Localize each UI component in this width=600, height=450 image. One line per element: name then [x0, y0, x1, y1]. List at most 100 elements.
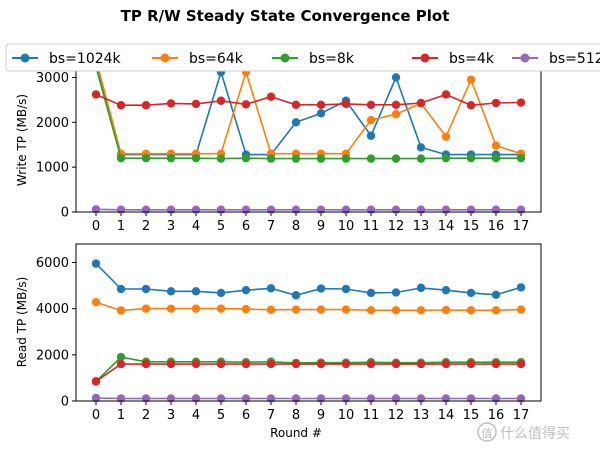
read-tp-panel: Read TP (MB/s) Round # 0 1 2 3 4 5 6 7 8 9 10 11 12 1… [15, 243, 542, 440]
read-y-tick-label: 6000 [36, 256, 69, 271]
read-data-point-bs-64k [391, 306, 401, 315]
write-data-point-bs-8k [241, 153, 251, 163]
read-data-point-bs-1024k [241, 285, 251, 295]
read-data-point-bs-4k [141, 359, 151, 369]
write-data-point-bs-8k [391, 154, 401, 163]
read-series-bs-64k [91, 297, 526, 315]
write-data-point-bs-8k [266, 154, 276, 163]
read-data-point-bs-1024k [166, 287, 176, 296]
read-data-point-bs-64k [491, 306, 501, 315]
write-y-axis-label: Write TP (MB/s) [15, 94, 29, 186]
read-data-point-bs-4k [441, 359, 451, 369]
write-x-tick-label: 12 [388, 219, 405, 234]
write-data-point-bs-8k [116, 153, 126, 163]
read-x-tick-label: 9 [317, 408, 325, 423]
write-x-tick-label: 14 [438, 219, 455, 234]
write-data-point-bs-512 [316, 205, 326, 214]
write-data-point-bs-512 [466, 205, 476, 214]
read-data-point-bs-64k [116, 306, 126, 315]
write-data-point-bs-512 [416, 205, 426, 214]
write-x-tick-label: 9 [317, 219, 325, 234]
read-data-point-bs-1024k [91, 259, 101, 268]
write-data-point-bs-1024k [316, 109, 326, 118]
write-x-tick-label: 3 [167, 219, 175, 234]
read-x-tick-label: 6 [242, 408, 250, 423]
read-series-line-bs-512 [95, 397, 521, 400]
legend-marker-bs-64k [160, 53, 170, 63]
write-data-point-bs-8k [191, 153, 201, 163]
read-data-point-bs-4k [291, 359, 301, 369]
read-data-point-bs-64k [91, 297, 101, 307]
watermark: 值 什么值得买 [477, 422, 570, 442]
write-y-tick-label: 3000 [36, 71, 69, 86]
legend-marker-bs-1024k [20, 53, 30, 63]
read-data-point-bs-1024k [116, 284, 126, 294]
read-data-point-bs-1024k [366, 288, 376, 298]
read-data-point-bs-1024k [516, 283, 526, 292]
read-x-tick-label: 3 [167, 408, 175, 423]
write-data-point-bs-64k [491, 141, 501, 150]
read-x-tick-label: 15 [463, 408, 480, 423]
read-data-point-bs-1024k [191, 287, 201, 296]
legend-label-bs-64k: bs=64k [189, 51, 244, 67]
read-data-point-bs-4k [391, 359, 401, 369]
read-x-tick-label: 12 [388, 408, 405, 423]
read-data-point-bs-64k [341, 305, 351, 314]
write-x-tick-label: 0 [92, 219, 100, 234]
write-x-tick-label: 17 [513, 219, 530, 234]
write-x-tick-label: 10 [338, 219, 355, 234]
write-data-point-bs-1024k [366, 131, 376, 140]
write-data-point-bs-512 [191, 205, 201, 214]
read-plot-frame [75, 243, 542, 402]
read-data-point-bs-4k [266, 359, 276, 369]
read-data-point-bs-64k [216, 304, 226, 313]
write-y-tick-label: 0 [61, 206, 69, 221]
write-x-tick-label: 16 [488, 219, 505, 234]
write-data-point-bs-8k [216, 154, 226, 163]
write-x-tick-label: 1 [117, 219, 125, 234]
write-x-tick-label: 5 [217, 219, 225, 234]
write-data-point-bs-8k [416, 154, 426, 163]
write-data-point-bs-4k [266, 92, 276, 101]
read-x-tick-label: 17 [513, 408, 530, 423]
write-data-point-bs-64k [466, 75, 476, 84]
legend-item-bs-512: bs=512 [512, 51, 600, 67]
read-data-point-bs-64k [416, 306, 426, 315]
read-x-tick-label: 13 [413, 408, 430, 423]
write-data-point-bs-4k [91, 90, 101, 99]
read-x-tick-label: 0 [92, 408, 100, 423]
legend: bs=1024k bs=64k bs=8k bs=4k bs=512 [5, 43, 600, 72]
write-series-group [91, 55, 526, 214]
write-x-tick-label: 7 [267, 219, 275, 234]
write-data-point-bs-512 [341, 205, 351, 214]
legend-marker-bs-4k [420, 53, 430, 63]
write-x-tick-label: 11 [363, 219, 380, 234]
legend-item-bs-64k: bs=64k [152, 51, 244, 67]
watermark-logo-glyph: 值 [482, 427, 493, 440]
read-data-point-bs-64k [291, 305, 301, 314]
read-data-point-bs-1024k [216, 288, 226, 298]
write-data-point-bs-8k [366, 154, 376, 163]
read-data-point-bs-1024k [266, 284, 276, 293]
write-data-point-bs-512 [366, 205, 376, 214]
write-data-point-bs-4k [516, 98, 526, 107]
write-data-point-bs-4k [391, 100, 401, 109]
read-x-axis-label: Round # [270, 426, 322, 440]
read-x-tick-label: 4 [192, 408, 200, 423]
write-data-point-bs-8k [491, 153, 501, 163]
write-data-point-bs-4k [416, 98, 426, 108]
read-data-point-bs-4k [466, 359, 476, 369]
write-data-point-bs-1024k [291, 118, 301, 127]
read-x-tick-label: 16 [488, 408, 505, 423]
write-data-point-bs-4k [341, 99, 351, 109]
write-data-point-bs-8k [166, 153, 176, 163]
read-data-point-bs-64k [141, 304, 151, 313]
read-data-point-bs-64k [516, 305, 526, 314]
read-data-point-bs-512 [91, 393, 101, 403]
write-data-point-bs-512 [141, 205, 151, 214]
read-x-tick-label: 11 [363, 408, 380, 423]
read-data-point-bs-64k [466, 306, 476, 315]
read-data-point-bs-4k [491, 359, 501, 369]
read-x-tick-label: 5 [217, 408, 225, 423]
